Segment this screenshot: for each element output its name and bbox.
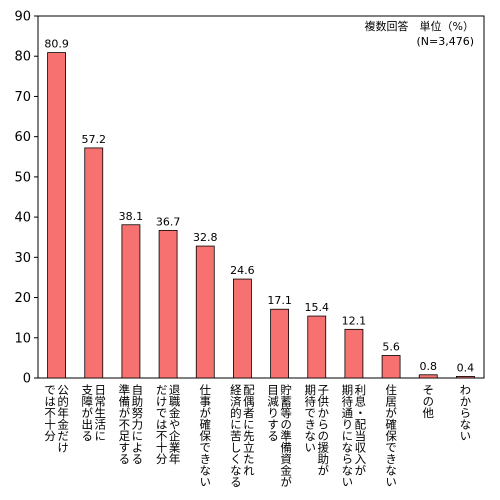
data-label: 5.6 <box>382 340 400 353</box>
category-label: 準備が不足する <box>117 383 131 464</box>
y-tick-label: 30 <box>14 251 31 266</box>
data-label: 36.7 <box>156 215 181 228</box>
category-label: 住居が確保できない <box>384 383 398 487</box>
category-label: 仕事が確保できない <box>198 384 212 488</box>
data-label: 15.4 <box>305 301 330 314</box>
y-tick-label: 40 <box>14 211 31 226</box>
bars <box>47 52 475 379</box>
y-tick-label: 60 <box>14 130 31 145</box>
y-tick-label: 20 <box>14 291 31 306</box>
bar <box>47 52 66 379</box>
data-label: 38.1 <box>119 210 144 223</box>
y-tick-label: 90 <box>14 10 31 25</box>
category-label: 経済的に苦しくなる <box>229 384 243 488</box>
bar <box>233 278 252 379</box>
y-tick-label: 0 <box>23 372 31 387</box>
bar <box>158 229 178 379</box>
y-tick-label: 10 <box>14 331 31 346</box>
plot-frame <box>37 15 485 379</box>
category-label: 支障が出る <box>80 384 94 442</box>
category-label: では不十分 <box>43 384 57 442</box>
y-tick-label: 50 <box>14 170 31 185</box>
bar <box>121 224 141 379</box>
bar <box>456 375 475 379</box>
annotation-sample-size: (N=3,476) <box>416 35 474 48</box>
category-label: 貯蓄等の準備資金が <box>279 384 293 488</box>
category-label: 公的年金だけ <box>56 384 70 453</box>
y-tick-label: 70 <box>14 90 31 105</box>
category-label: 退職金や企業年 <box>168 384 182 465</box>
category-label: 自助努力による <box>130 384 144 465</box>
data-label: 80.9 <box>44 38 69 51</box>
bar <box>84 147 104 379</box>
y-axis: 0 10 20 30 40 50 60 70 80 90 <box>14 10 38 387</box>
data-label: 0.8 <box>420 360 438 373</box>
category-label: 利息・配当収入が <box>353 384 367 476</box>
bar <box>270 308 289 379</box>
category-label: だけでは不十分 <box>155 384 169 465</box>
category-label: 期待できない <box>303 384 317 453</box>
data-label: 17.1 <box>267 294 292 307</box>
category-label: 期待通りにならない <box>340 384 354 488</box>
data-labels: 80.9 57.2 38.1 36.7 32.8 24.6 17.1 15.4 12.1 5.6 0… <box>44 38 474 375</box>
data-label: 0.4 <box>457 361 475 374</box>
data-label: 12.1 <box>342 314 367 327</box>
category-label: 子供からの援助が <box>316 384 330 476</box>
data-label: 24.6 <box>230 264 255 277</box>
bar <box>418 374 438 379</box>
category-label: その他 <box>421 384 435 419</box>
data-label: 32.8 <box>193 231 218 244</box>
bar <box>195 245 215 379</box>
category-label: 目減りする <box>266 384 280 442</box>
data-label: 57.2 <box>82 133 107 146</box>
bar <box>381 355 401 379</box>
category-label: 日常生活に <box>93 384 107 442</box>
category-label: 配偶者に先立たれ <box>242 384 256 476</box>
bar <box>307 315 327 379</box>
category-label: わからない <box>458 384 472 442</box>
annotation-method: 複数回答 単位（%） <box>365 19 474 33</box>
y-tick-label: 80 <box>14 50 31 65</box>
bar <box>344 328 364 379</box>
